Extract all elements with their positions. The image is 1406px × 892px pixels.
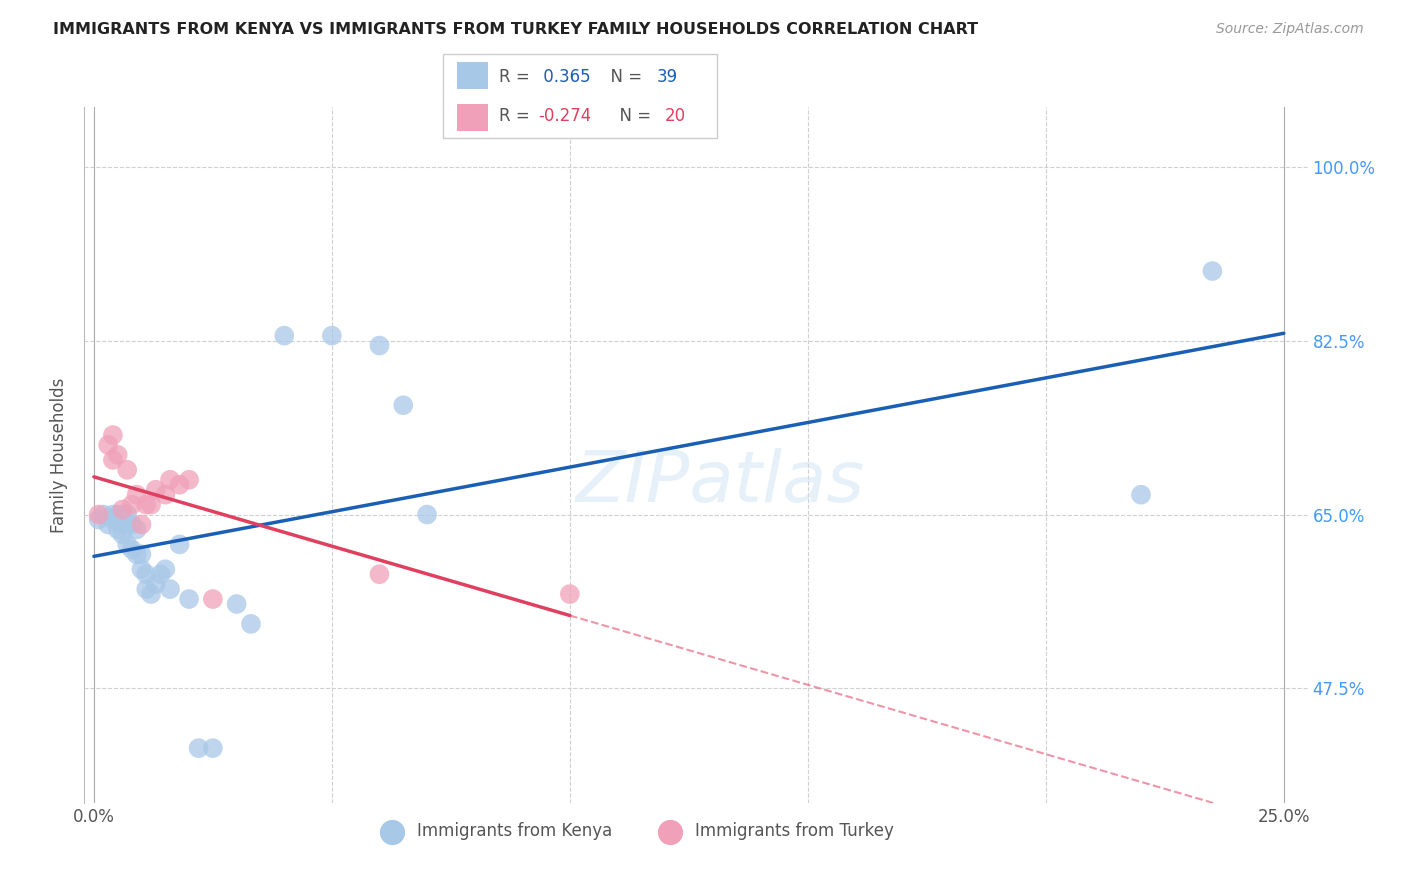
Point <box>125 547 148 561</box>
Point <box>558 587 581 601</box>
Text: N =: N = <box>600 69 648 87</box>
Point <box>273 328 295 343</box>
Point <box>115 537 138 551</box>
Point <box>225 597 247 611</box>
Point <box>1130 488 1153 502</box>
Point <box>155 562 177 576</box>
Point <box>159 582 181 596</box>
Point <box>111 502 134 516</box>
Text: 0.365: 0.365 <box>538 69 591 87</box>
Point <box>177 473 200 487</box>
Point <box>121 498 143 512</box>
Point <box>416 508 439 522</box>
Point <box>139 498 162 512</box>
Point <box>121 542 143 557</box>
Point <box>368 567 391 582</box>
Text: IMMIGRANTS FROM KENYA VS IMMIGRANTS FROM TURKEY FAMILY HOUSEHOLDS CORRELATION CH: IMMIGRANTS FROM KENYA VS IMMIGRANTS FROM… <box>53 22 979 37</box>
Point <box>87 508 110 522</box>
Point <box>239 616 262 631</box>
Text: N =: N = <box>609 107 657 125</box>
Text: ZIPatlas: ZIPatlas <box>576 449 865 517</box>
Point <box>145 483 167 497</box>
Point <box>131 547 153 561</box>
Point <box>97 517 120 532</box>
Point <box>115 508 138 522</box>
Point <box>111 517 134 532</box>
Point <box>149 567 172 582</box>
Point <box>121 517 143 532</box>
Point <box>101 453 124 467</box>
Point <box>201 592 224 607</box>
Text: Source: ZipAtlas.com: Source: ZipAtlas.com <box>1216 22 1364 37</box>
Legend: Immigrants from Kenya, Immigrants from Turkey: Immigrants from Kenya, Immigrants from T… <box>368 815 901 847</box>
Point <box>115 517 138 532</box>
Point <box>107 508 129 522</box>
Point <box>111 527 134 541</box>
Point <box>97 438 120 452</box>
Point <box>135 567 157 582</box>
Y-axis label: Family Households: Family Households <box>51 377 69 533</box>
Point <box>115 463 138 477</box>
Text: 39: 39 <box>657 69 678 87</box>
Point <box>155 488 177 502</box>
Point <box>368 338 391 352</box>
Point <box>169 537 191 551</box>
Point <box>139 587 162 601</box>
Text: -0.274: -0.274 <box>538 107 592 125</box>
Point <box>107 523 129 537</box>
Point <box>101 428 124 442</box>
Point <box>131 517 153 532</box>
Point <box>107 448 129 462</box>
Point <box>177 592 200 607</box>
Point <box>135 582 157 596</box>
Point <box>1201 264 1223 278</box>
Point <box>392 398 415 412</box>
Point <box>135 498 157 512</box>
Point <box>111 508 134 522</box>
Point <box>93 508 115 522</box>
Point <box>101 512 124 526</box>
Point <box>125 523 148 537</box>
Point <box>159 473 181 487</box>
Point <box>87 512 110 526</box>
Point <box>145 577 167 591</box>
Point <box>169 477 191 491</box>
Point <box>101 508 124 522</box>
Point <box>201 741 224 756</box>
Point <box>131 562 153 576</box>
Text: 20: 20 <box>665 107 686 125</box>
Text: R =: R = <box>499 107 536 125</box>
Point <box>321 328 343 343</box>
Text: R =: R = <box>499 69 536 87</box>
Point <box>187 741 209 756</box>
Point <box>125 488 148 502</box>
